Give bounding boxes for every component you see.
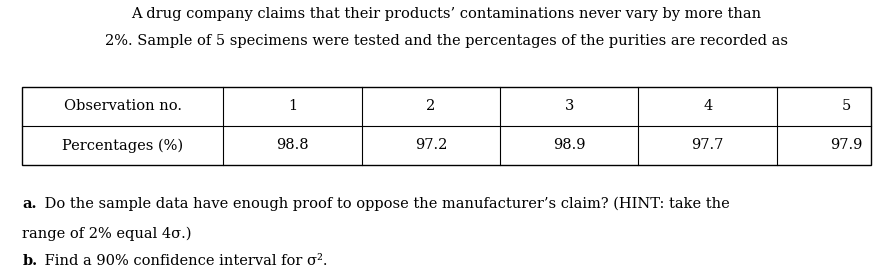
Text: 1: 1 <box>288 99 297 113</box>
Text: 97.2: 97.2 <box>414 138 447 152</box>
Text: Do the sample data have enough proof to oppose the manufacturer’s claim? (HINT: : Do the sample data have enough proof to … <box>40 197 730 211</box>
Text: 4: 4 <box>703 99 713 113</box>
Text: 97.9: 97.9 <box>830 138 863 152</box>
Text: a.: a. <box>22 197 37 211</box>
Text: 98.8: 98.8 <box>276 138 309 152</box>
Text: A drug company claims that their products’ contaminations never vary by more tha: A drug company claims that their product… <box>131 7 762 21</box>
Text: 2: 2 <box>426 99 436 113</box>
Text: 5: 5 <box>841 99 851 113</box>
Text: range of 2% equal 4σ.): range of 2% equal 4σ.) <box>22 227 192 241</box>
Text: Percentages (%): Percentages (%) <box>63 138 183 153</box>
Text: Find a 90% confidence interval for σ².: Find a 90% confidence interval for σ². <box>40 254 328 268</box>
Text: 98.9: 98.9 <box>553 138 586 152</box>
Bar <box>22 87 871 165</box>
Text: Observation no.: Observation no. <box>63 99 182 113</box>
Text: 2%. Sample of 5 specimens were tested and the percentages of the purities are re: 2%. Sample of 5 specimens were tested an… <box>105 34 788 48</box>
Text: 3: 3 <box>564 99 574 113</box>
Text: 97.7: 97.7 <box>691 138 724 152</box>
Text: b.: b. <box>22 254 38 268</box>
